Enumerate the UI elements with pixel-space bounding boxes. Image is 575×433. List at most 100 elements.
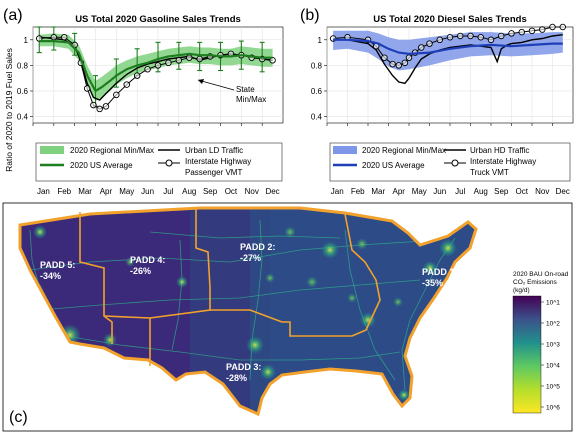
diesel-title: US Total 2020 Diesel Sales Trends [373, 14, 526, 25]
highway-i95 [401, 237, 456, 391]
gasoline-us-average-line [39, 39, 273, 93]
hotspot-nashville [347, 293, 357, 303]
vmt-point [436, 36, 444, 44]
vmt-point [401, 59, 409, 67]
vmt-point [144, 65, 151, 73]
padd1-change: -35% [422, 278, 443, 288]
vmt-point [508, 30, 515, 37]
vmt-point [487, 36, 495, 44]
padd1-name: PADD 1: [422, 267, 457, 277]
x-tick-label: Jul [455, 187, 465, 196]
colorbar-tick-label: 10^1 [546, 300, 560, 307]
y-tick-label: 0.4 [17, 113, 29, 122]
vmt-point [498, 32, 505, 40]
highway-i35 [249, 219, 263, 381]
x-tick-label: Feb [351, 187, 365, 196]
hotspot-salt-lake [125, 257, 135, 267]
x-tick-label: May [119, 187, 134, 196]
colorbar-title-2: CO₂ Emissions [513, 279, 557, 286]
y-tick-label: 1 [318, 36, 323, 45]
vmt-point [549, 23, 556, 31]
map-panel-label: (c) [9, 409, 28, 426]
gasoline-legend-vmt-marker [165, 159, 173, 167]
diesel-legend-band-label: 2020 Regional Min/Max [362, 146, 446, 155]
emissions-colorbar: 2020 BAU On-road CO₂ Emissions (kg/d) 10… [512, 271, 569, 414]
y-tick-label: 0.8 [311, 61, 323, 70]
vmt-point [96, 105, 103, 113]
diesel-chart: Jan Feb Mar Apr May Jun Jul Aug Sep Oct Nov Dec 0.4 0… [300, 7, 574, 196]
highway-i40 [39, 279, 421, 311]
vmt-point [418, 44, 425, 51]
state-minmax-arrowhead [198, 79, 204, 84]
diesel-legend-traffic-label: Urban HD Traffic [470, 146, 529, 155]
colorbar-tick-label: 10^6 [546, 405, 560, 412]
vmt-point [446, 33, 454, 41]
padd2-change: -27% [240, 253, 261, 263]
vmt-point [389, 60, 396, 68]
hotspot-miami [398, 389, 410, 401]
gasoline-legend-vmt-label-2: Passenger VMT [185, 168, 242, 177]
diesel-legend: 2020 Regional Min/Max 2020 US Average Ur… [329, 142, 571, 182]
colorbar-gradient [512, 295, 542, 414]
gasoline-chart: Jan Feb Mar Apr May Jun Jul Aug Sep Oct Nov Dec 0.4 0… [3, 7, 284, 196]
gasoline-legend-traffic-label: Urban LD Traffic [185, 146, 243, 155]
padd4-name: PADD 4: [130, 255, 165, 265]
y-tick-label: 0.6 [17, 87, 29, 96]
diesel-panel-label: (b) [300, 7, 320, 24]
hotspot-dallas [246, 336, 264, 354]
gasoline-y-axis-label: Ratio of 2020 to 2019 Fuel Sales [4, 48, 14, 172]
y-tick-label: 0.8 [17, 61, 29, 70]
colorbar-tick-label: 10^5 [546, 384, 560, 391]
x-tick-label: May [412, 187, 427, 196]
hotspot-houston [260, 364, 276, 380]
vmt-point [381, 54, 388, 61]
padd2-padd3-border [149, 309, 367, 366]
vmt-point [405, 54, 413, 61]
x-tick-label: Jan [331, 187, 344, 196]
vmt-point [467, 32, 474, 40]
padd5-name: PADD 5: [40, 260, 75, 270]
vmt-point [133, 72, 141, 79]
gasoline-legend-band-swatch [40, 146, 64, 154]
x-tick-label: Nov [535, 187, 549, 196]
state-minmax-arrow [197, 79, 235, 91]
x-tick-label: Oct [516, 187, 529, 196]
vmt-point [477, 33, 485, 41]
colorbar-tick-label: 10^2 [546, 321, 560, 328]
vmt-point [518, 28, 526, 36]
hotspot-st-louis [306, 276, 318, 288]
colorbar-ticks: 10^1 10^2 10^3 10^4 10^5 10^6 [541, 300, 560, 412]
vmt-point [90, 101, 97, 109]
colorbar-tick-label: 10^4 [546, 363, 560, 370]
gasoline-legend-vmt-label-1: Interstate Highway [185, 157, 251, 166]
colorbar-title-1: 2020 BAU On-road [513, 271, 569, 278]
x-tick-label: Jun [433, 187, 446, 196]
x-tick-label: Feb [57, 187, 71, 196]
y-tick-label: 1 [24, 36, 29, 45]
state-minmax-annotation-line1: State [236, 85, 255, 94]
gasoline-title: US Total 2020 Gasoline Sales Trends [75, 14, 241, 25]
vmt-point [102, 103, 110, 110]
x-tick-label: Nov [245, 187, 259, 196]
padd-labels: PADD 5: -34% PADD 4: -26% PADD 2: -27% P… [40, 242, 457, 383]
padd2-padd1-border [344, 213, 381, 331]
hotspot-kansas-city [265, 273, 275, 283]
y-tick-label: 0.6 [311, 87, 323, 96]
x-tick-label: Apr [393, 187, 406, 196]
x-tick-label: Jul [163, 187, 173, 196]
vmt-point [559, 23, 567, 31]
highway-network [29, 219, 456, 391]
diesel-legend-band-swatch [333, 146, 357, 154]
hotspot-charlotte [393, 297, 403, 307]
state-minmax-annotation-line2: Min/Max [236, 95, 266, 104]
emissions-map-panel: PADD 5: -34% PADD 4: -26% PADD 2: -27% P… [2, 202, 573, 432]
x-tick-label: Aug [474, 187, 488, 196]
gasoline-legend-average-label: 2020 US Average [70, 161, 133, 170]
vmt-point [457, 32, 464, 40]
gasoline-legend-band-label: 2020 Regional Min/Max [70, 146, 154, 155]
diesel-legend-vmt-label-1: Interstate Highway [470, 157, 536, 166]
gasoline-vmt-line [36, 33, 276, 113]
x-tick-label: Sep [494, 187, 509, 196]
hotspot-chicago [321, 241, 339, 259]
